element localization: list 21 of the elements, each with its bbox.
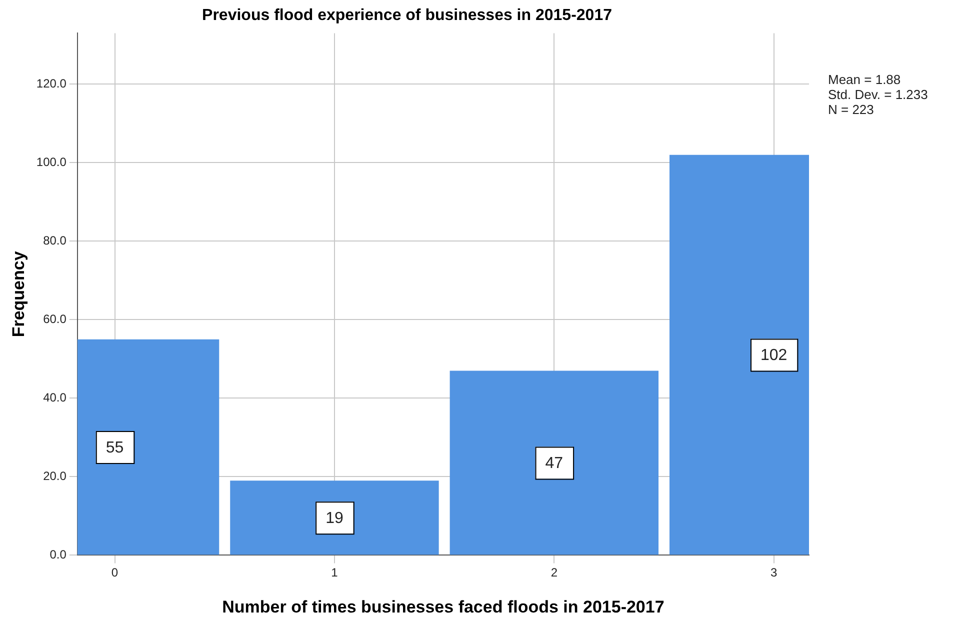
- y-tick-label: 20.0: [43, 469, 67, 484]
- text: N = 223: [828, 102, 875, 117]
- chart-title: Previous flood experience of businesses in 2015-2017: [202, 7, 612, 24]
- data-label: 102: [760, 347, 788, 364]
- x-tick-label: 3: [770, 566, 778, 580]
- y-tick-label: 40.0: [43, 390, 67, 405]
- data-label: 47: [545, 455, 564, 472]
- y-tick-label: 80.0: [43, 234, 67, 248]
- text: Mean = 1.88: [828, 72, 902, 87]
- y-tick-label: 60.0: [43, 312, 67, 326]
- y-tick-label: 100.0: [36, 155, 67, 170]
- x-tick-label: 1: [331, 566, 338, 580]
- y-axis-title: Frequency: [8, 250, 28, 338]
- y-tick-label: 0.0: [50, 548, 67, 562]
- x-tick-label: 0: [111, 566, 118, 580]
- data-label: 19: [326, 510, 344, 528]
- x-tick-label: 2: [550, 566, 558, 580]
- text: Std. Dev. = 1.233: [828, 87, 928, 102]
- y-tick-label: 120.0: [36, 76, 67, 91]
- x-axis-title: Number of times businesses faced floods in 2015-2017: [222, 597, 664, 616]
- data-label: 55: [106, 439, 124, 456]
